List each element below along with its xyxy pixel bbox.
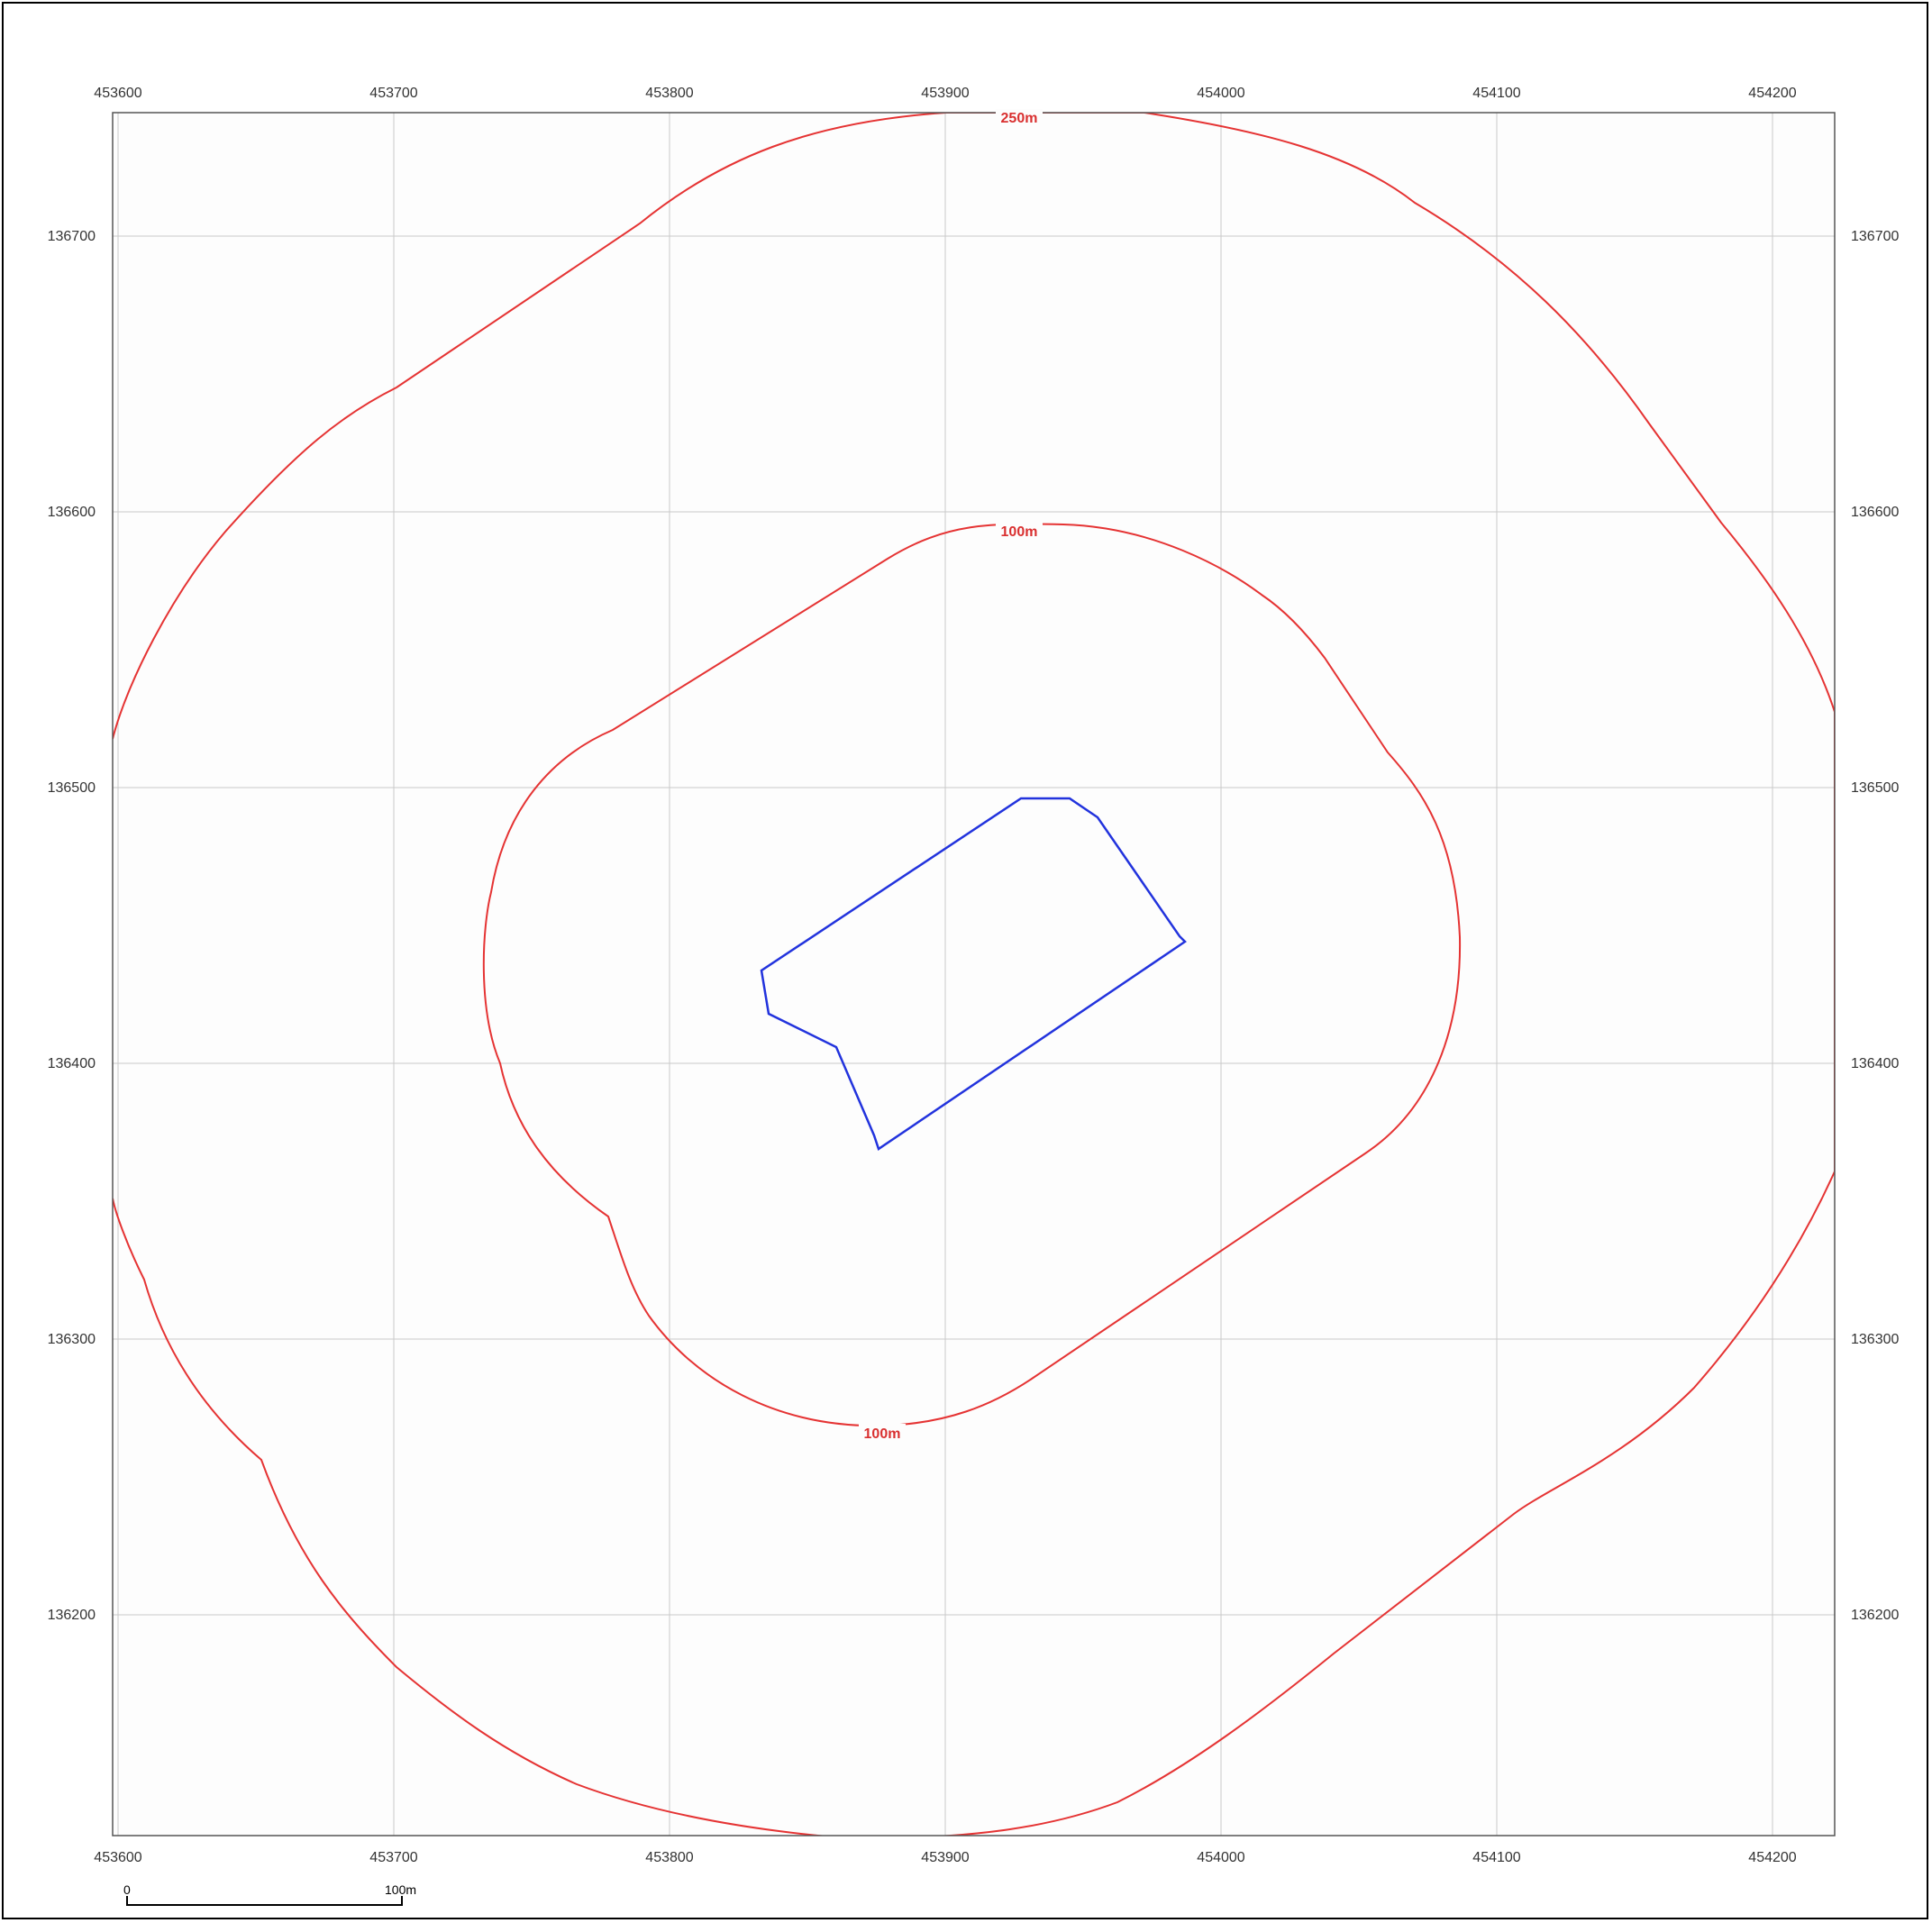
y-tick-label: 136400 [1851,1056,1899,1071]
y-tick-label: 136700 [48,229,96,244]
x-axis-top: 453600 453700 453800 453900 454000 45410… [94,86,1796,101]
scale-bar-line [126,1896,403,1906]
scale-bar-end-label: 100m [385,1882,416,1897]
y-tick-label: 136200 [48,1608,96,1623]
x-tick-label: 453800 [645,86,693,101]
y-tick-label: 136300 [1851,1332,1899,1347]
y-tick-label: 136600 [1851,505,1899,520]
map-neatline [112,112,1836,1836]
buffer-100m-line [482,523,1462,1427]
y-tick-label: 136600 [48,505,96,520]
x-tick-label: 454000 [1197,86,1244,101]
y-axis-right: 136700 136600 136500 136400 136300 13620… [1851,229,1899,1623]
x-tick-label: 453900 [921,1850,969,1865]
y-tick-label: 136200 [1851,1608,1899,1623]
buffer-label-group: 250m 100m 100m [859,109,1043,1442]
x-tick-label: 454200 [1748,1850,1796,1865]
x-tick-label: 454200 [1748,86,1796,101]
y-tick-label: 136500 [1851,780,1899,796]
basemap-text: NORTHING [687,1827,1730,1923]
scale-bar: 0 100m [123,1882,416,1906]
x-tick-label: 453600 [94,86,141,101]
scale-bar-start-label: 0 [123,1882,131,1897]
x-tick-label: 453600 [94,1850,141,1865]
x-tick-label: 453700 [369,86,417,101]
y-tick-label: 136400 [48,1056,96,1071]
grid [113,113,1835,1836]
y-tick-label: 136300 [48,1332,96,1347]
buffer-label-100m-top: 100m [1001,524,1038,540]
y-tick-label: 136500 [48,780,96,796]
map-area [113,113,1835,1836]
x-tick-label: 453700 [369,1850,417,1865]
x-tick-label: 454100 [1472,86,1520,101]
y-tick-label: 136700 [1851,229,1899,244]
x-tick-label: 454000 [1197,1850,1244,1865]
x-tick-label: 453800 [645,1850,693,1865]
y-axis-left: 136700 136600 136500 136400 136300 13620… [48,229,96,1623]
x-tick-label: 453900 [921,86,969,101]
buffer-250m-line [113,113,1835,1836]
x-axis-bottom: 453600 453700 453800 453900 454000 45410… [94,1850,1796,1865]
buffer-label-250m: 250m [1001,111,1038,126]
x-tick-label: 454100 [1472,1850,1520,1865]
site-boundary [760,797,1187,1151]
buffer-label-100m-bottom: 100m [864,1426,901,1442]
